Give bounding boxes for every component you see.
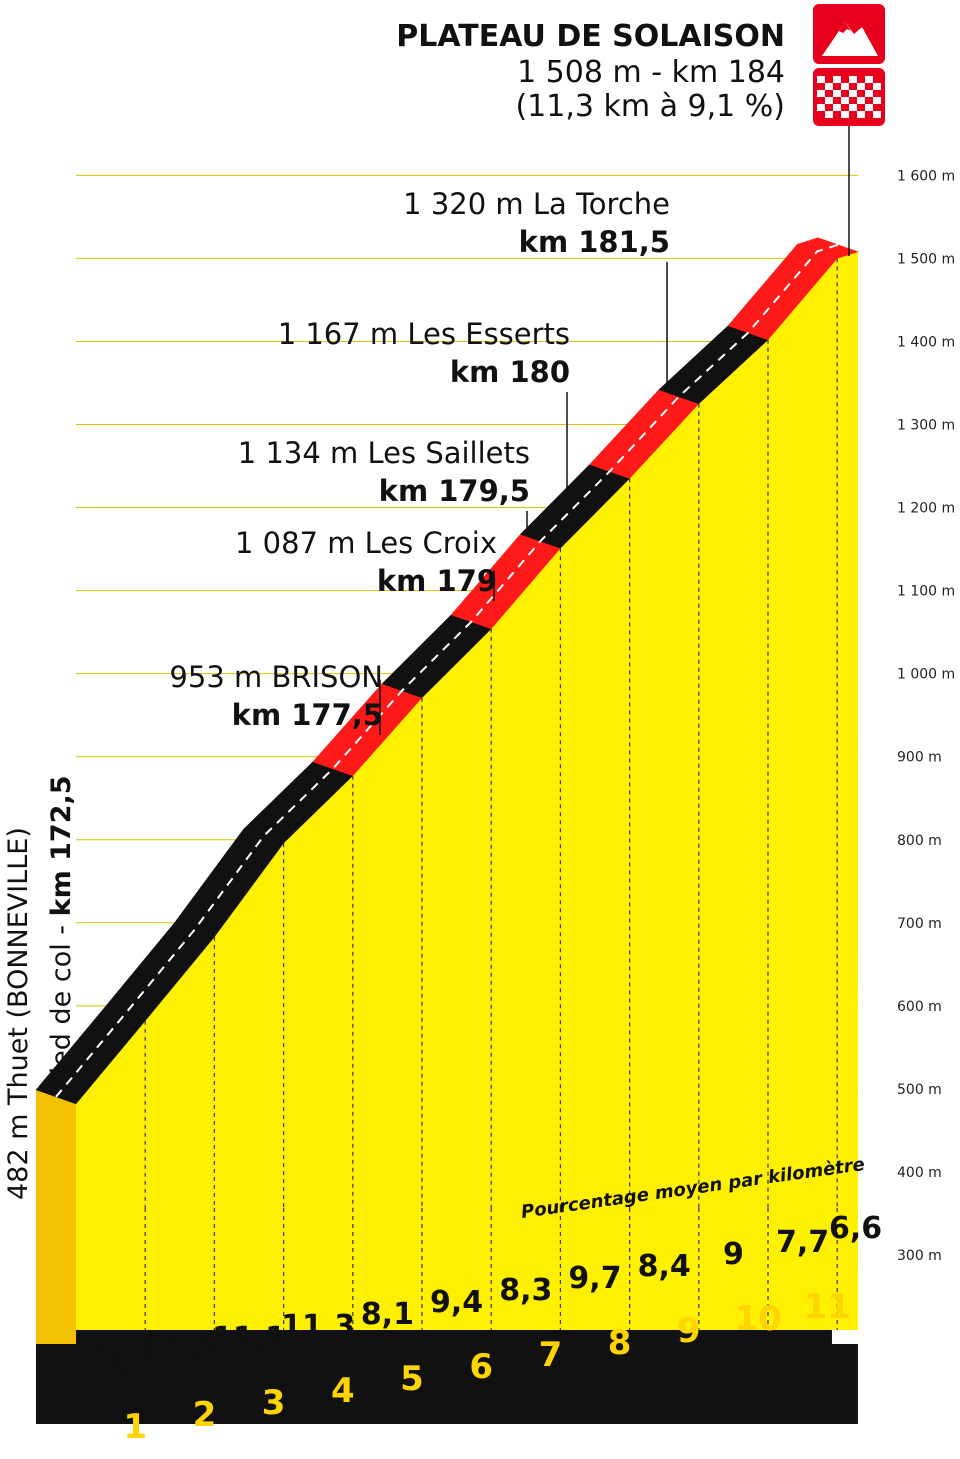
pct-label-10: 9 [723,1237,744,1272]
checker-cell [849,104,857,111]
y-tick-1400: 1 400 m [897,334,955,350]
checker-cell [849,90,857,97]
y-axis-ticks: 300 m 400 m 500 m 600 m 700 m 800 m 900 m 1 000… [897,168,955,1264]
segment-percentages: 10 10,111,111,3 8,1 9,4 8,3 9,7 8,4 9 7,7 6,6 [90,1211,882,1380]
pct-label-9: 8,4 [638,1249,691,1284]
checker-cell [857,97,865,104]
pct-row-side [36,1194,76,1330]
pct-label-6: 9,4 [430,1285,483,1320]
checker-cell [857,111,865,118]
checker-cell [841,83,849,90]
checker-cell [817,90,825,97]
checker-cell [833,104,841,111]
km-marker-6: 6 [469,1347,493,1387]
pct-label-5: 8,1 [361,1297,414,1332]
checker-cell [833,90,841,97]
waypoint-km: km 179,5 [379,474,530,508]
y-tick-1300: 1 300 m [897,418,955,434]
waypoint-km: km 177,5 [232,698,383,732]
checker-cell [833,76,841,83]
checker-cell [865,90,873,97]
waypoint-name: 1 134 m Les Saillets [238,436,530,470]
chart-title: PLATEAU DE SOLAISON [396,19,785,54]
waypoint-name: 1 320 m La Torche [403,187,670,221]
pct-label-3: 11,1 [212,1321,286,1356]
chart-subtitle-2: (11,3 km à 9,1 %) [515,89,785,124]
waypoint-5: 953 m BRISON km 177,5 [169,660,383,735]
km-band [36,1344,858,1424]
pct-label-4: 11,3 [281,1309,355,1344]
waypoint-2: 1 167 m Les Esserts km 180 [278,317,570,496]
km-marker-7: 7 [539,1335,563,1375]
pct-label-8: 9,7 [568,1261,621,1296]
km-marker-8: 8 [608,1323,632,1363]
checker-cell [873,97,881,104]
waypoint-4: 1 087 m Les Croix km 179 [235,526,497,601]
summit-mountain-icon [813,4,885,64]
profile-area [76,251,858,1269]
y-tick-1600: 1 600 m [897,168,955,184]
waypoint-3: 1 134 m Les Saillets km 179,5 [238,436,530,531]
checker-cell [873,83,881,90]
checker-cell [849,76,857,83]
checker-cell [817,104,825,111]
y-tick-400: 400 m [897,1165,942,1181]
y-tick-1200: 1 200 m [897,501,955,517]
km-marker-9: 9 [677,1311,701,1351]
km-marker-10: 10 [734,1299,781,1339]
checker-cell [865,76,873,83]
waypoint-1: 1 320 m La Torche km 181,5 [403,187,670,386]
waypoint-name: 953 m BRISON [169,660,383,694]
chart-subtitle-1: 1 508 m - km 184 [517,55,785,90]
checker-cell [873,111,881,118]
waypoints: 1 320 m La Torche km 181,5 1 167 m Les Ess… [169,187,670,735]
waypoint-km: km 179 [377,564,497,598]
waypoint-name: 1 167 m Les Esserts [278,317,570,351]
y-tick-500: 500 m [897,1082,942,1098]
pct-row [76,1208,858,1330]
waypoint-km: km 181,5 [519,225,670,259]
checker-cell [825,111,833,118]
km-marker-5: 5 [400,1359,424,1399]
pct-label-12: 6,6 [829,1211,882,1246]
y-tick-800: 800 m [897,833,942,849]
checker-cell [841,111,849,118]
km-marker-1: 1 [123,1407,147,1447]
km-markers: 1 2 3 4 5 6 7 8 9 10 11 [123,1287,851,1447]
finish-flag-icon [813,68,885,126]
checker-cell [841,97,849,104]
checker-cell [825,83,833,90]
y-tick-600: 600 m [897,999,942,1015]
pct-label-7: 8,3 [499,1273,552,1308]
waypoint-name: 1 087 m Les Croix [235,526,497,560]
checker-cell [825,97,833,104]
y-tick-1500: 1 500 m [897,251,955,267]
waypoint-km: km 180 [450,355,570,389]
km-marker-11: 11 [804,1287,851,1327]
y-tick-1000: 1 000 m [897,667,955,683]
start-label-line1: 482 m Thuet (BONNEVILLE) [3,827,34,1200]
base-band [36,1194,858,1424]
km-marker-4: 4 [331,1371,355,1411]
y-tick-300: 300 m [897,1248,942,1264]
pct-label-1: 10 [90,1345,132,1380]
checker-cell [857,83,865,90]
road-segment-12 [796,237,859,259]
y-tick-700: 700 m [897,916,942,932]
pct-label-2: 10,1 [143,1333,217,1368]
start-label-line2: Pied de col - km 172,5 [46,775,77,1090]
km-marker-3: 3 [262,1383,286,1423]
checker-cell [865,104,873,111]
road-center-line [55,243,839,1098]
pct-label-11: 7,7 [776,1225,829,1260]
y-tick-1100: 1 100 m [897,584,955,600]
profile-fill [36,251,858,1269]
checker-cell [817,76,825,83]
y-tick-900: 900 m [897,750,942,766]
km-marker-2: 2 [193,1395,217,1435]
profile-road [35,237,859,1105]
